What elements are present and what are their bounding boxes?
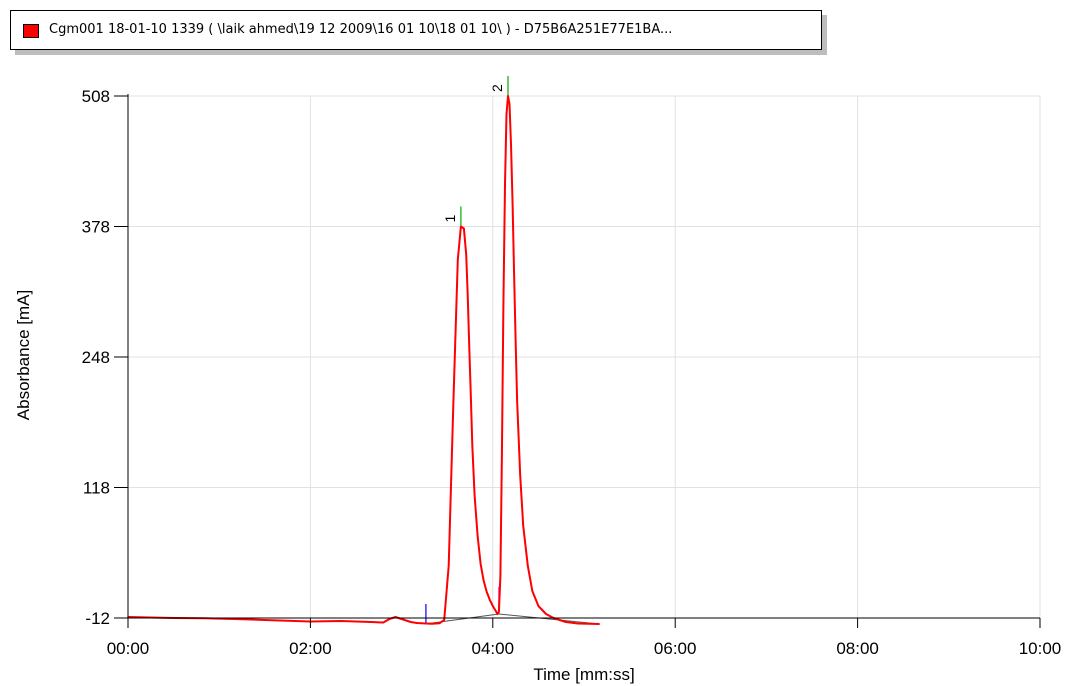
series-point — [355, 620, 357, 623]
x-tick-label: 02:00 — [289, 639, 332, 658]
series-point — [382, 621, 385, 624]
series-point — [324, 620, 327, 623]
baseline-segment — [498, 613, 600, 625]
series-point — [577, 622, 579, 625]
series-point — [468, 344, 471, 346]
series-line — [127, 95, 600, 625]
peak-label: 2 — [489, 84, 505, 92]
baseline-segment — [425, 613, 499, 625]
series-point — [545, 613, 547, 615]
series-point — [482, 580, 485, 582]
series-point — [526, 565, 529, 567]
series-point — [505, 113, 508, 115]
series-point — [452, 404, 455, 406]
series-point — [564, 621, 567, 623]
series-point — [409, 621, 412, 623]
label-layer: 12 — [442, 84, 505, 223]
series-point — [496, 613, 499, 615]
series-point — [443, 619, 445, 621]
y-tick-label: 378 — [82, 218, 110, 237]
series-point — [495, 610, 497, 612]
legend-swatch — [23, 24, 39, 38]
series-point — [488, 599, 491, 601]
series-point — [499, 575, 502, 577]
series-point — [485, 591, 488, 593]
series-point — [511, 203, 514, 206]
series-point — [447, 565, 450, 567]
series-point — [400, 618, 403, 620]
series-point — [537, 605, 540, 607]
series-point — [438, 622, 441, 625]
y-tick-label: 508 — [82, 87, 110, 106]
peak-label: 1 — [442, 215, 458, 223]
x-tick-label: 00:00 — [107, 639, 150, 658]
x-tick-label: 10:00 — [1019, 639, 1062, 658]
axis-layer: 00:00 02:00 04:00 06:00 08:00 10:00 -12 118 248 3… — [82, 87, 1062, 658]
series-point — [516, 399, 518, 401]
series-point — [394, 616, 397, 618]
series-point — [431, 623, 433, 625]
series-point — [460, 225, 462, 228]
series-point — [233, 618, 236, 620]
series-point — [463, 227, 465, 230]
series-point — [510, 143, 512, 145]
series-point — [501, 454, 503, 457]
series-point — [531, 590, 534, 592]
legend-box: Cgm001 18-01-10 1339 ( \laik ahmed\19 12… — [10, 10, 822, 50]
y-tick-label: -12 — [85, 609, 110, 628]
series-point — [508, 103, 511, 105]
series-point — [473, 494, 476, 497]
y-tick-label: 248 — [82, 348, 110, 367]
x-tick-label: 06:00 — [654, 639, 697, 658]
series-point — [469, 394, 472, 396]
series-layer — [127, 95, 600, 625]
series-point — [264, 619, 266, 621]
series-point — [504, 183, 506, 186]
series-point — [522, 524, 524, 527]
series-point — [416, 622, 418, 624]
marker-layer — [425, 75, 509, 625]
grid-layer — [128, 95, 1041, 618]
x-tick-label: 04:00 — [472, 639, 515, 658]
series-point — [519, 474, 521, 477]
x-tick-label: 08:00 — [836, 639, 879, 658]
series-point — [598, 623, 600, 625]
series-point — [465, 253, 468, 256]
series-point — [498, 611, 500, 613]
series-point — [513, 273, 515, 276]
series-point — [370, 621, 373, 623]
series-point — [502, 304, 505, 306]
series-point — [476, 534, 479, 537]
series-point — [507, 95, 509, 97]
series-point — [294, 620, 297, 622]
series-point — [388, 618, 391, 620]
legend-text: Cgm001 18-01-10 1339 ( \laik ahmed\19 12… — [49, 22, 673, 37]
series-point — [425, 622, 427, 625]
series-point — [479, 562, 482, 565]
series-point — [471, 444, 474, 447]
y-axis-title: Absorbance [mA] — [14, 290, 33, 420]
y-tick-label: 118 — [83, 479, 110, 498]
series-point — [340, 620, 342, 622]
series-point — [466, 293, 469, 296]
x-axis-title: Time [mm:ss] — [533, 665, 634, 684]
baseline-layer — [425, 613, 600, 625]
series-point — [492, 605, 494, 607]
series-point — [514, 339, 517, 341]
series-point — [457, 258, 459, 261]
